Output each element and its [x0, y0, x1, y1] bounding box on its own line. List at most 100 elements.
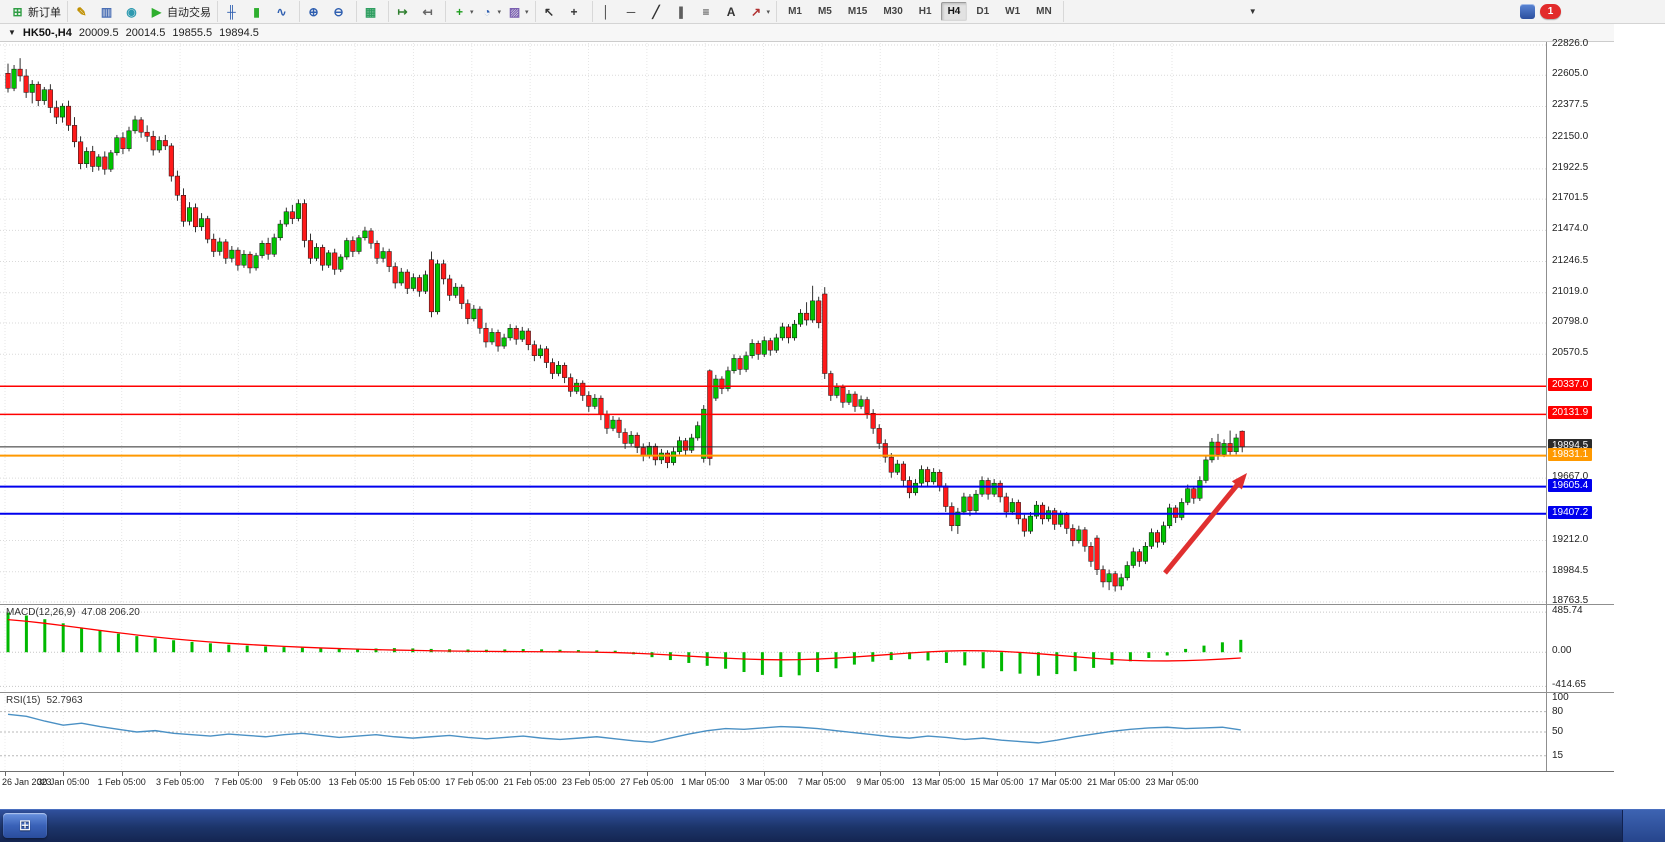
crosshair-icon: +	[570, 4, 578, 19]
candle-body	[223, 241, 229, 259]
candle-body	[937, 471, 943, 487]
horizontal-line-button[interactable]: ─	[621, 1, 646, 22]
time-axis-label: 7 Feb 05:00	[214, 777, 263, 787]
trendline-icon: ╱	[652, 4, 660, 19]
candle-body	[943, 485, 949, 507]
zoom-out-button[interactable]: ⊖	[328, 1, 353, 22]
candle-body	[386, 251, 392, 267]
template-icon: ▨	[508, 4, 521, 19]
candle-body	[586, 395, 592, 407]
cursor-button[interactable]: ↖	[539, 1, 564, 22]
time-axis-tick	[63, 772, 65, 776]
candle-body	[392, 266, 398, 284]
timeframe-h1-button[interactable]: H1	[918, 6, 932, 17]
timeframe-m5-button[interactable]: M5	[817, 6, 832, 17]
dropdown-caret-icon: ▾	[497, 8, 502, 16]
candle-body	[876, 428, 882, 444]
chart-shift-button[interactable]: ↤	[417, 1, 442, 22]
indicators-button[interactable]: + ▾	[449, 1, 477, 22]
timeframe-d1-button[interactable]: D1	[976, 6, 990, 17]
line-chart-button[interactable]: ∿	[271, 1, 296, 22]
candle-body	[1167, 507, 1173, 526]
candle-body	[991, 482, 997, 495]
templates-button[interactable]: ▨ ▾	[504, 1, 532, 22]
trendline-button[interactable]: ╱	[646, 1, 671, 22]
equidistant-channel-button[interactable]: ∥	[671, 1, 696, 22]
arrows-icon: ↗	[751, 4, 762, 19]
community-icon[interactable]	[1520, 4, 1535, 19]
timeframe-mn-button[interactable]: MN	[1036, 6, 1052, 17]
candlestick-chart-button[interactable]: ▮	[246, 1, 271, 22]
bar-chart-button[interactable]: ╫	[221, 1, 246, 22]
timeframe-m15-button[interactable]: M15	[847, 6, 868, 17]
start-button[interactable]: ⊞	[3, 813, 47, 838]
timeframe-m30-button[interactable]: M30	[883, 6, 903, 17]
candle-body	[822, 293, 828, 374]
notification-badge[interactable]: 1	[1540, 4, 1561, 19]
metaeditor-button[interactable]: ✎	[71, 1, 96, 22]
auto-scroll-button[interactable]: ↦	[392, 1, 417, 22]
candle-body	[925, 469, 931, 483]
price-axis-label: 21701.5	[1552, 192, 1589, 204]
chart-menu-caret-icon[interactable]: ▼	[8, 28, 16, 37]
candle-body	[574, 382, 580, 392]
candle-body	[568, 377, 574, 392]
candle-body	[1136, 551, 1142, 562]
candle-body	[755, 343, 761, 355]
macd-canvas[interactable]	[0, 606, 1546, 691]
candle-body	[919, 469, 925, 484]
candle-body	[368, 230, 374, 244]
candle-body	[556, 365, 562, 374]
vertical-line-button[interactable]: │	[596, 1, 621, 22]
fibonacci-button[interactable]: ≡	[696, 1, 721, 22]
time-axis-tick	[938, 772, 940, 776]
objects-group: │ ─ ╱ ∥ ≡ A ↗ ▾	[593, 1, 778, 22]
candle-body	[816, 300, 822, 324]
periods-button[interactable]: ◔ ▾	[477, 1, 505, 22]
timeframe-m1-button[interactable]: M1	[788, 6, 802, 17]
text-button[interactable]: A	[721, 1, 746, 22]
candle-body	[785, 326, 792, 339]
navigator-button[interactable]: ◉	[121, 1, 146, 22]
timeframe-h4-button[interactable]: H4	[940, 2, 968, 21]
rsi-canvas[interactable]	[0, 694, 1546, 770]
chart-canvas[interactable]	[0, 43, 1546, 605]
chart-low-value: 19855.5	[172, 26, 213, 39]
candle-body	[779, 326, 785, 339]
time-axis-tick	[821, 772, 823, 776]
market-watch-button[interactable]: ▥	[96, 1, 121, 22]
time-axis-tick	[1055, 772, 1057, 776]
candle-body	[743, 355, 749, 370]
macd-values: 47.08 206.20	[81, 607, 140, 618]
system-tray[interactable]	[1622, 810, 1665, 842]
candle-body	[737, 358, 743, 370]
crosshair-button[interactable]: +	[564, 1, 589, 22]
candle-body	[186, 207, 193, 222]
candle-body	[1070, 528, 1076, 542]
candle-body	[199, 218, 205, 228]
fibonacci-icon: ≡	[702, 4, 710, 19]
time-axis[interactable]: 26 Jan 2023 30 Jan 05:00 1 Feb 05:00 3 Feb …	[0, 771, 1614, 793]
candle-body	[41, 89, 47, 101]
candle-body	[537, 348, 543, 356]
toolbar-overflow-chevron-icon[interactable]: ▼	[1248, 7, 1257, 16]
candle-body	[888, 456, 894, 473]
candle-body	[295, 203, 301, 219]
candle-body	[459, 286, 465, 304]
price-axis[interactable]: 22826.0 22605.0 22377.5 22150.0 21922.5 21701…	[1546, 38, 1614, 606]
candle-body	[289, 211, 295, 219]
new-order-button[interactable]: ⊞ 新订单	[7, 1, 64, 22]
candle-body	[1179, 502, 1185, 518]
candle-body	[441, 263, 447, 280]
candle-body	[162, 140, 168, 147]
timeframe-w1-button[interactable]: W1	[1005, 6, 1021, 17]
trend-arrow[interactable]	[1163, 479, 1243, 575]
tile-windows-button[interactable]: ▦	[360, 1, 385, 22]
zoom-in-button[interactable]: ⊕	[303, 1, 328, 22]
tile-windows-icon: ▦	[364, 4, 377, 19]
arrows-button[interactable]: ↗ ▾	[746, 1, 774, 22]
candle-body	[59, 105, 66, 118]
play-icon: ▶	[151, 4, 162, 19]
time-axis-tick	[1113, 772, 1115, 776]
auto-trading-button[interactable]: ▶ 自动交易	[146, 1, 214, 22]
